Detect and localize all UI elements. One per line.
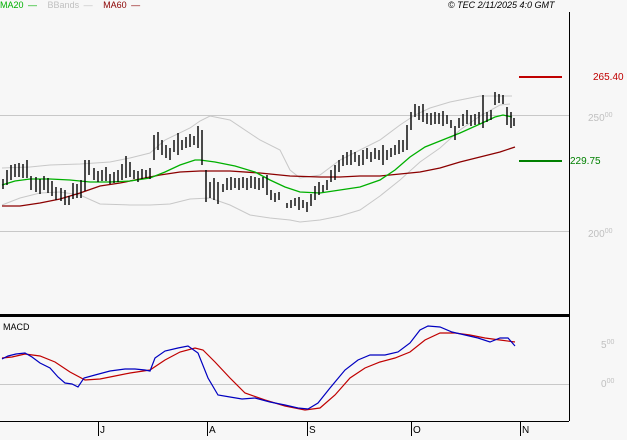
macd-label-0: 000: [601, 378, 615, 390]
legend-ma20: MA20 —: [0, 0, 38, 10]
month-label-a: A: [209, 425, 216, 436]
chart-legend: MA20 — BBands — MA60 —: [0, 0, 142, 12]
month-label-j: J: [100, 425, 105, 436]
legend-bbands: BBands —: [47, 0, 93, 10]
price-label-200: 20000: [588, 228, 613, 240]
bband-upper-line: [1, 95, 512, 179]
macd-title: MACD: [3, 322, 30, 332]
month-label-s: S: [309, 425, 316, 436]
bband-lower-line: [1, 103, 511, 223]
support-label: 229.75: [570, 156, 601, 167]
ma60-line: [2, 146, 516, 207]
price-bars: [2, 92, 515, 212]
macd-line: [1, 325, 516, 410]
macd-label-5: 500: [601, 339, 615, 351]
legend-ma60: MA60 —: [103, 0, 141, 10]
ma20-line: [1, 114, 513, 194]
price-label-250: 25000: [588, 112, 613, 124]
month-label-n: N: [522, 425, 530, 436]
macd-signal-line: [1, 332, 516, 411]
resistance-label: 265.40: [593, 72, 624, 83]
month-label-o: O: [413, 425, 421, 436]
month-ticks: [98, 422, 521, 436]
copyright-timestamp: © TEC 2/11/2025 4:0 GMT: [448, 0, 555, 10]
